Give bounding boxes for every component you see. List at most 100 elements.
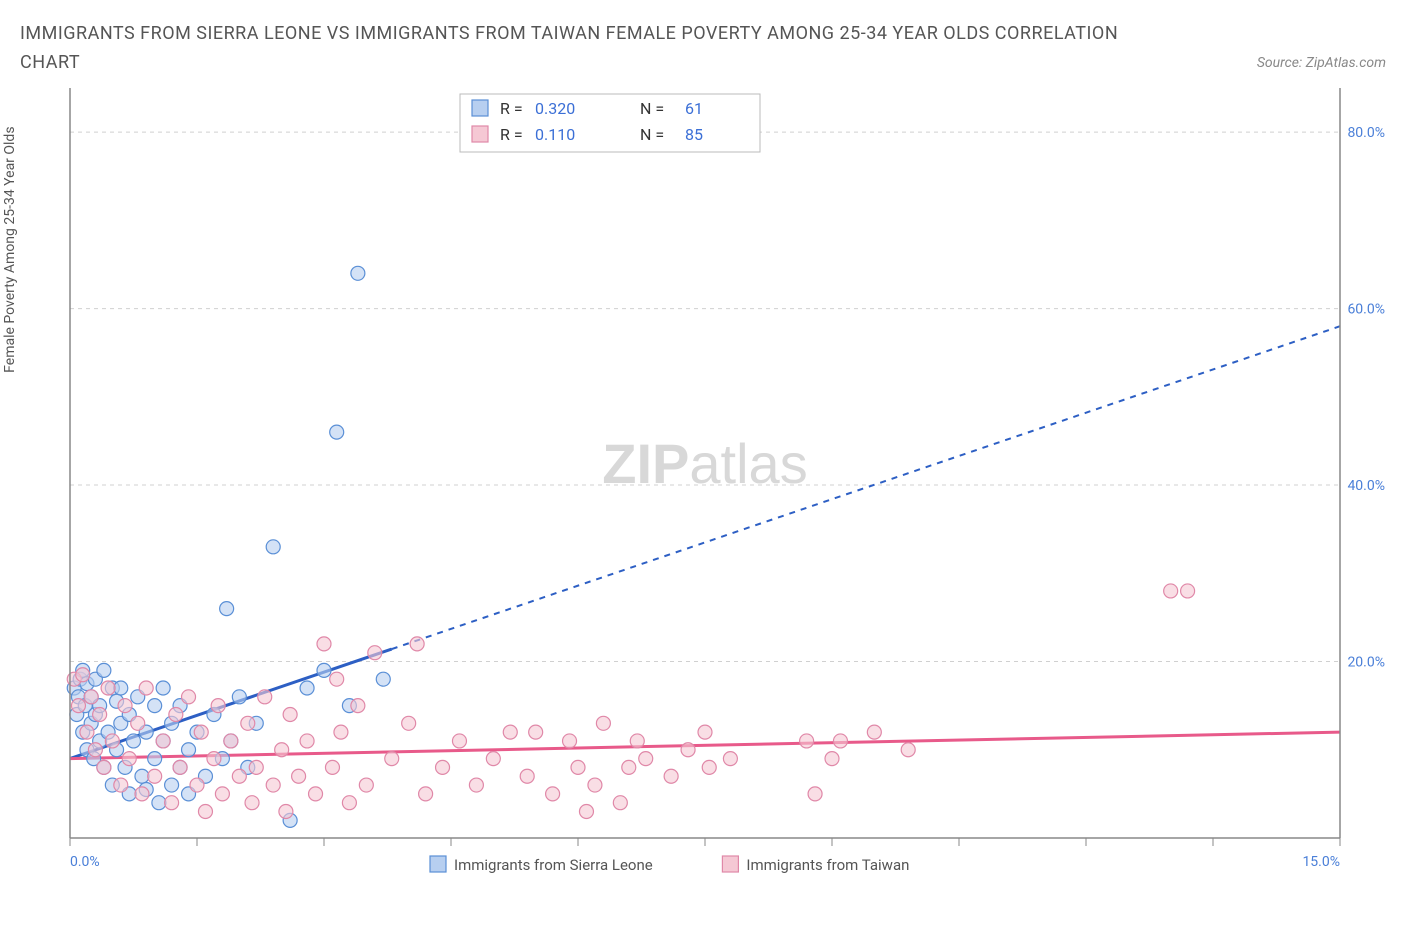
data-point <box>334 725 348 739</box>
data-point <box>317 663 331 677</box>
bottom-legend-swatch <box>430 856 446 872</box>
data-point <box>825 751 839 765</box>
data-point <box>80 725 94 739</box>
data-point <box>148 698 162 712</box>
legend-r-value: 0.110 <box>535 125 575 144</box>
data-point <box>436 760 450 774</box>
data-point <box>194 725 208 739</box>
data-point <box>410 636 424 650</box>
data-point <box>182 742 196 756</box>
data-point <box>300 681 314 695</box>
y-axis-label: Female Poverty Among 25-34 Year Olds <box>2 126 18 372</box>
data-point <box>93 707 107 721</box>
data-point <box>139 681 153 695</box>
data-point <box>520 769 534 783</box>
data-point <box>702 760 716 774</box>
data-point <box>901 742 915 756</box>
data-point <box>330 672 344 686</box>
data-point <box>385 751 399 765</box>
data-point <box>114 681 128 695</box>
data-point <box>342 795 356 809</box>
data-point <box>76 667 90 681</box>
data-point <box>309 786 323 800</box>
legend-n-label: N = <box>640 125 664 144</box>
data-point <box>630 734 644 748</box>
data-point <box>723 751 737 765</box>
data-point <box>419 786 433 800</box>
data-point <box>579 804 593 818</box>
data-point <box>152 795 166 809</box>
data-point <box>84 689 98 703</box>
legend-n-value: 85 <box>685 125 703 144</box>
data-point <box>266 539 280 553</box>
data-point <box>622 760 636 774</box>
data-point <box>639 751 653 765</box>
data-point <box>546 786 560 800</box>
data-point <box>224 734 238 748</box>
data-point <box>330 425 344 439</box>
y-tick-label: 40.0% <box>1347 478 1385 494</box>
data-point <box>1164 584 1178 598</box>
data-point <box>596 716 610 730</box>
data-point <box>215 786 229 800</box>
legend-r-label: R = <box>500 99 523 118</box>
data-point <box>156 734 170 748</box>
data-point <box>469 778 483 792</box>
data-point <box>300 734 314 748</box>
watermark: ZIPatlas <box>602 432 807 495</box>
data-point <box>88 742 102 756</box>
bottom-legend-label: Immigrants from Sierra Leone <box>454 856 653 874</box>
data-point <box>867 725 881 739</box>
legend-n-label: N = <box>640 99 664 118</box>
chart-area: Female Poverty Among 25-34 Year Olds ZIP… <box>20 88 1386 888</box>
data-point <box>169 707 183 721</box>
data-point <box>452 734 466 748</box>
data-point <box>249 760 263 774</box>
chart-title: IMMIGRANTS FROM SIERRA LEONE VS IMMIGRAN… <box>20 20 1120 78</box>
y-tick-label: 20.0% <box>1347 654 1385 670</box>
data-point <box>402 716 416 730</box>
data-point <box>317 636 331 650</box>
data-point <box>833 734 847 748</box>
data-point <box>148 751 162 765</box>
data-point <box>351 698 365 712</box>
data-point <box>131 716 145 730</box>
data-point <box>486 751 500 765</box>
legend-swatch <box>472 126 488 142</box>
data-point <box>283 707 297 721</box>
data-point <box>135 769 149 783</box>
data-point <box>800 734 814 748</box>
data-point <box>122 751 136 765</box>
data-point <box>376 672 390 686</box>
x-tick-label: 15.0% <box>1302 854 1340 870</box>
data-point <box>182 689 196 703</box>
legend-r-value: 0.320 <box>535 99 575 118</box>
data-point <box>241 716 255 730</box>
data-point <box>190 778 204 792</box>
data-point <box>698 725 712 739</box>
data-point <box>101 681 115 695</box>
data-point <box>118 698 132 712</box>
data-point <box>275 742 289 756</box>
data-point <box>211 698 225 712</box>
data-point <box>681 742 695 756</box>
data-point <box>279 804 293 818</box>
data-point <box>71 698 85 712</box>
data-point <box>664 769 678 783</box>
legend-r-label: R = <box>500 125 523 144</box>
data-point <box>114 778 128 792</box>
data-point <box>808 786 822 800</box>
data-point <box>1181 584 1195 598</box>
legend-n-value: 61 <box>685 99 703 118</box>
data-point <box>368 645 382 659</box>
x-tick-label: 0.0% <box>70 854 100 870</box>
scatter-chart-svg: ZIPatlas0.0%15.0%20.0%40.0%60.0%80.0%R =… <box>20 88 1386 908</box>
data-point <box>135 786 149 800</box>
data-point <box>232 689 246 703</box>
data-point <box>207 751 221 765</box>
data-point <box>613 795 627 809</box>
data-point <box>292 769 306 783</box>
legend-swatch <box>472 100 488 116</box>
data-point <box>105 734 119 748</box>
data-point <box>266 778 280 792</box>
